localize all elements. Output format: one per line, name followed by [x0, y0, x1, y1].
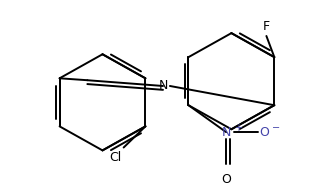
Text: F: F [263, 20, 270, 33]
Text: +: + [234, 123, 242, 133]
Text: O: O [259, 126, 269, 139]
Text: −: − [272, 123, 280, 133]
Text: N: N [158, 80, 168, 92]
Text: O: O [221, 173, 231, 186]
Text: Cl: Cl [110, 151, 122, 164]
Text: N: N [221, 126, 231, 139]
